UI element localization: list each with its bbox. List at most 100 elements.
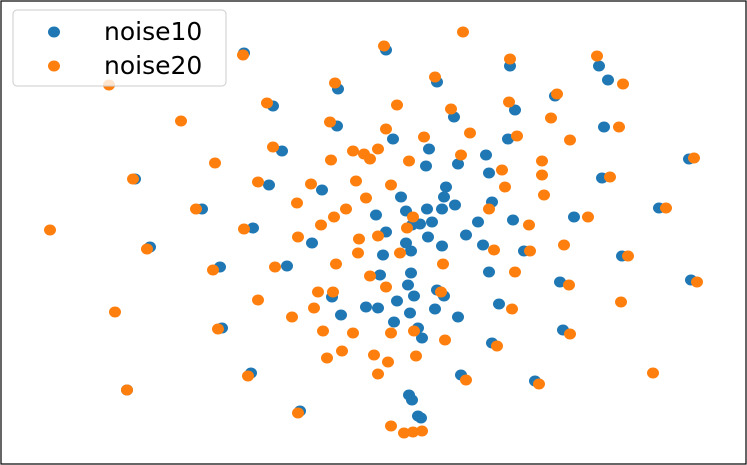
point-noise20-6 xyxy=(329,77,341,89)
point-noise20-52 xyxy=(407,211,419,223)
point-noise10-19 xyxy=(480,149,492,161)
point-noise20-86 xyxy=(212,323,224,335)
point-noise20-31 xyxy=(364,153,376,165)
point-noise20-94 xyxy=(336,345,348,357)
legend-label-noise10: noise10 xyxy=(104,17,202,46)
point-noise20-30 xyxy=(455,149,467,161)
point-noise20-46 xyxy=(190,203,202,215)
point-noise20-67 xyxy=(622,250,634,262)
point-noise20-75 xyxy=(691,276,703,288)
point-noise20-71 xyxy=(437,258,449,270)
point-noise20-24 xyxy=(347,145,359,157)
point-noise20-70 xyxy=(330,258,342,270)
point-noise20-50 xyxy=(660,202,672,214)
point-noise20-65 xyxy=(488,244,500,256)
point-noise10-49 xyxy=(422,231,434,243)
point-noise20-0 xyxy=(457,26,469,38)
point-noise20-32 xyxy=(536,155,548,167)
point-noise20-39 xyxy=(305,178,317,190)
point-noise20-106 xyxy=(385,420,397,432)
point-noise20-80 xyxy=(435,286,447,298)
point-noise10-12 xyxy=(598,121,610,133)
point-noise20-14 xyxy=(175,115,187,127)
point-noise10-41 xyxy=(472,216,484,228)
legend-label-noise20: noise20 xyxy=(104,51,202,80)
point-noise10-59 xyxy=(405,267,417,279)
point-noise20-21 xyxy=(418,131,430,143)
point-noise20-28 xyxy=(325,154,337,166)
point-noise20-3 xyxy=(504,53,516,65)
point-noise20-12 xyxy=(503,96,515,108)
point-noise20-82 xyxy=(109,306,121,318)
point-noise20-107 xyxy=(398,427,410,439)
point-noise20-37 xyxy=(127,173,139,185)
point-noise10-74 xyxy=(452,311,464,323)
point-noise20-17 xyxy=(380,123,392,135)
point-noise20-59 xyxy=(401,222,413,234)
point-noise20-33 xyxy=(688,152,700,164)
point-noise20-61 xyxy=(558,239,570,251)
point-noise10-73 xyxy=(404,307,416,319)
point-noise20-79 xyxy=(327,286,339,298)
point-noise20-51 xyxy=(328,211,340,223)
legend-box xyxy=(12,9,227,87)
point-noise10-81 xyxy=(416,332,428,344)
point-noise20-91 xyxy=(408,325,420,337)
point-noise10-68 xyxy=(493,298,505,310)
point-noise10-4 xyxy=(602,74,614,86)
point-noise10-13 xyxy=(387,133,399,145)
point-noise10-15 xyxy=(276,145,288,157)
point-noise10-42 xyxy=(507,214,519,226)
point-noise10-90 xyxy=(415,412,427,424)
point-noise10-24 xyxy=(440,181,452,193)
point-noise10-45 xyxy=(460,229,472,241)
point-noise20-62 xyxy=(141,243,153,255)
point-noise20-35 xyxy=(536,169,548,181)
point-noise10-63 xyxy=(402,279,414,291)
point-noise20-105 xyxy=(292,407,304,419)
point-noise10-26 xyxy=(316,184,328,196)
point-noise20-16 xyxy=(545,112,557,124)
point-noise20-66 xyxy=(524,245,536,257)
point-noise20-9 xyxy=(391,99,403,111)
point-noise20-72 xyxy=(364,270,376,282)
point-noise20-89 xyxy=(439,334,451,346)
point-noise20-42 xyxy=(499,181,511,193)
point-noise20-29 xyxy=(403,155,415,167)
point-noise20-15 xyxy=(324,116,336,128)
point-noise20-48 xyxy=(483,203,495,215)
point-noise10-71 xyxy=(372,302,384,314)
point-noise20-78 xyxy=(380,281,392,293)
legend: noise10 noise20 xyxy=(12,9,227,87)
point-noise20-43 xyxy=(538,189,550,201)
point-noise20-99 xyxy=(647,367,659,379)
legend-marker-noise20 xyxy=(48,60,60,72)
point-noise20-22 xyxy=(267,141,279,153)
point-noise20-92 xyxy=(564,328,576,340)
point-noise20-88 xyxy=(347,327,359,339)
point-noise20-63 xyxy=(352,247,364,259)
point-noise20-68 xyxy=(207,264,219,276)
point-noise20-90 xyxy=(385,327,397,339)
point-noise20-4 xyxy=(591,50,603,62)
point-noise10-61 xyxy=(554,276,566,288)
point-noise20-102 xyxy=(460,374,472,386)
point-noise20-45 xyxy=(360,192,372,204)
point-noise20-74 xyxy=(563,279,575,291)
point-noise20-81 xyxy=(615,296,627,308)
point-noise20-13 xyxy=(551,88,563,100)
point-noise10-34 xyxy=(370,209,382,221)
point-noise10-48 xyxy=(400,237,412,249)
point-noise10-72 xyxy=(429,303,441,315)
point-noise10-16 xyxy=(423,143,435,155)
point-noise10-27 xyxy=(395,191,407,203)
point-noise10-43 xyxy=(247,222,259,234)
point-noise10-60 xyxy=(483,266,495,278)
point-noise10-76 xyxy=(388,316,400,328)
point-noise20-27 xyxy=(209,157,221,169)
point-noise10-29 xyxy=(421,203,433,215)
point-noise20-56 xyxy=(292,231,304,243)
point-noise20-49 xyxy=(582,211,594,223)
point-noise20-2 xyxy=(237,49,249,61)
point-noise10-3 xyxy=(593,60,605,72)
